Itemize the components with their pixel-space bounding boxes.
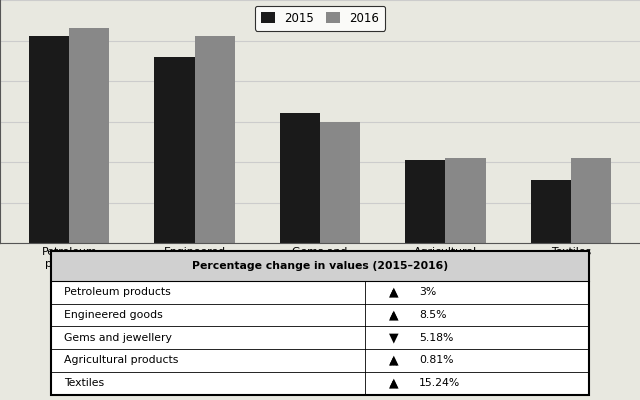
Text: 8.5%: 8.5% (419, 310, 447, 320)
Bar (51, 281, 589, 304)
Text: ▲: ▲ (388, 286, 399, 299)
Bar (51, 326, 589, 349)
Bar (531, 180, 571, 284)
Text: ▲: ▲ (388, 377, 399, 390)
Bar (69, 28, 109, 284)
Bar (51, 304, 589, 326)
Legend: 2015, 2016: 2015, 2016 (255, 6, 385, 31)
Bar (51, 251, 589, 281)
Text: Gems and jewellery: Gems and jewellery (64, 333, 172, 343)
Bar (51, 372, 589, 394)
Text: Petroleum products: Petroleum products (64, 287, 171, 297)
Text: Textiles: Textiles (64, 378, 104, 388)
Bar (405, 160, 445, 284)
Bar (51, 349, 589, 372)
Text: Percentage change in values (2015–2016): Percentage change in values (2015–2016) (192, 261, 448, 271)
Bar (571, 158, 611, 284)
Bar (280, 114, 320, 284)
Bar (29, 36, 69, 284)
Text: ▲: ▲ (388, 308, 399, 322)
Text: 3%: 3% (419, 287, 436, 297)
Bar (195, 36, 235, 284)
Text: 15.24%: 15.24% (419, 378, 460, 388)
Text: 5.18%: 5.18% (419, 333, 454, 343)
Text: Engineered goods: Engineered goods (64, 310, 163, 320)
Bar (154, 57, 195, 284)
Text: ▲: ▲ (388, 354, 399, 367)
Bar (445, 158, 486, 284)
Bar (320, 122, 360, 284)
X-axis label: Product Category: Product Category (259, 274, 381, 288)
Text: Agricultural products: Agricultural products (64, 355, 179, 365)
Text: 0.81%: 0.81% (419, 355, 454, 365)
Text: ▼: ▼ (388, 331, 399, 344)
